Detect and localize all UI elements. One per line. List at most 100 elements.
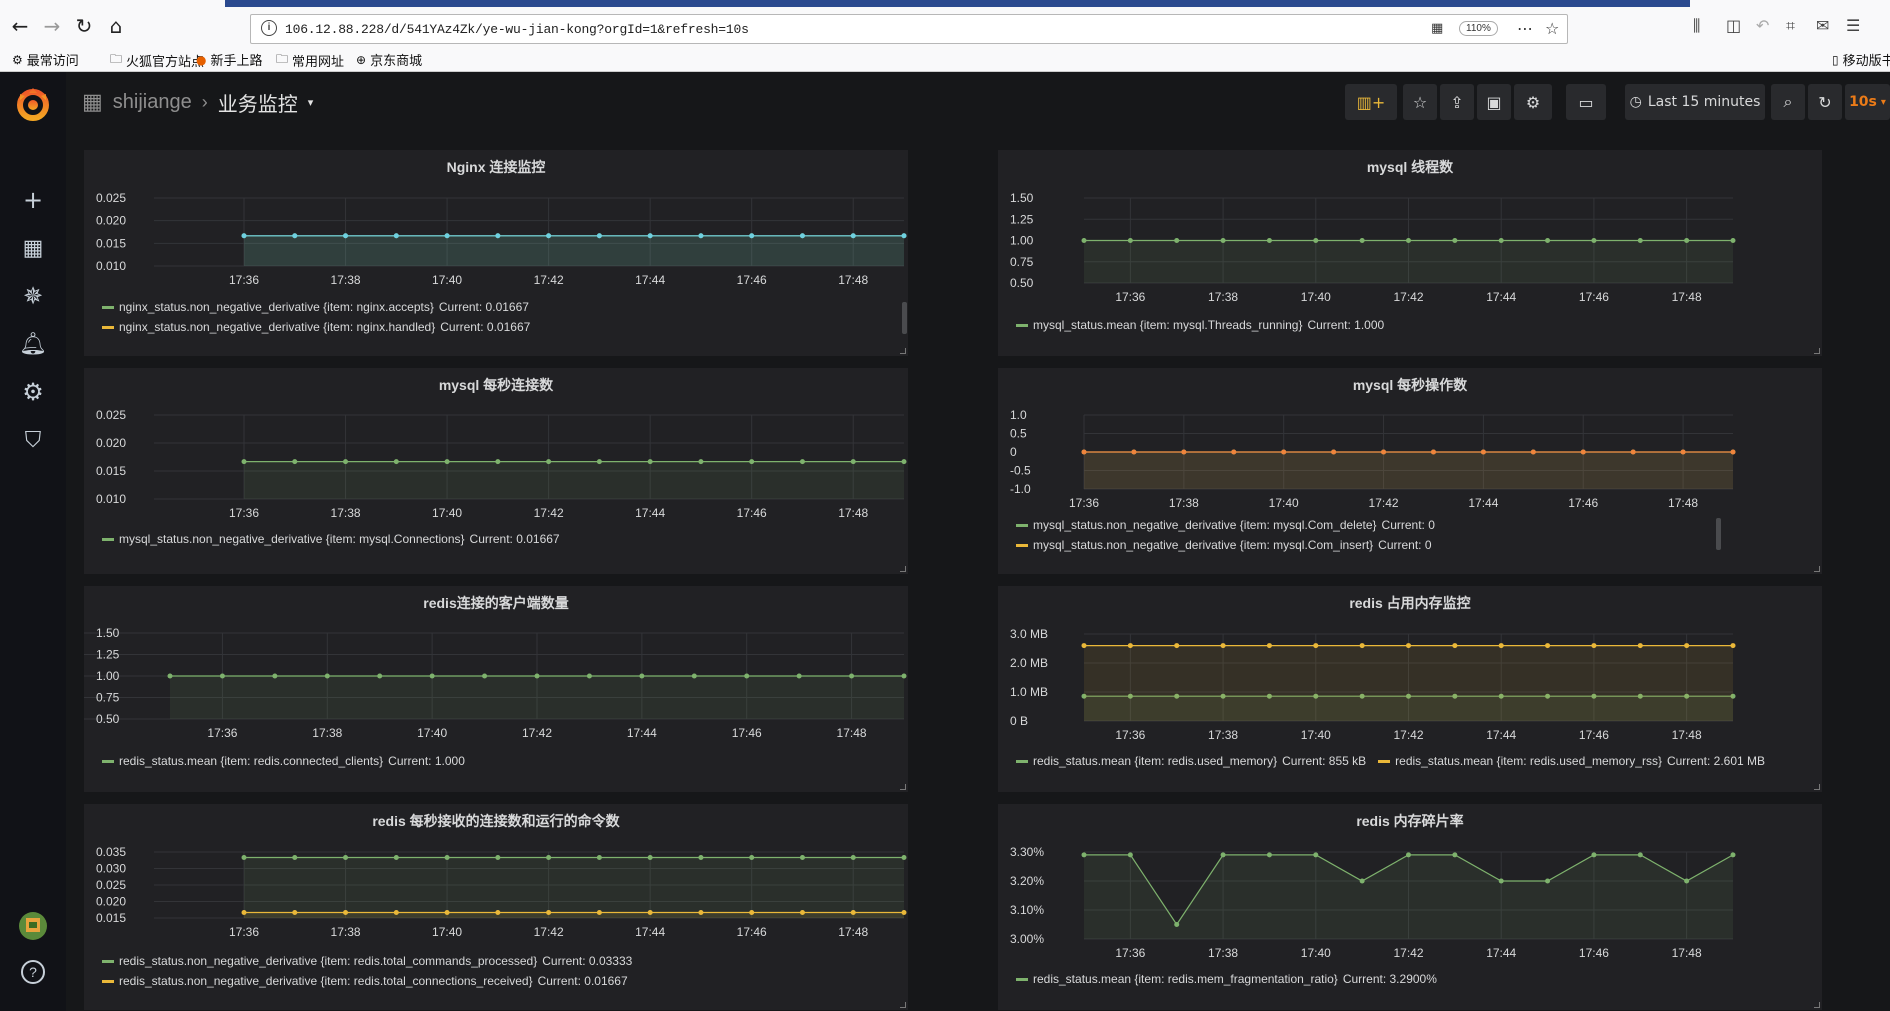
site-info-icon[interactable]: i [261, 20, 277, 36]
graph-canvas[interactable]: 3.0 MB 2.0 MB 1.0 MB 0 B 17:36 17:38 17:40 17:4… [998, 586, 1822, 792]
graph-canvas[interactable]: 3.30% 3.20% 3.10% 3.00% 17:36 17:38 17:40 17:42… [998, 804, 1822, 1010]
bookmark-most-visited[interactable]: ⚙ 最常访问 [12, 50, 79, 69]
forward-icon[interactable]: → [43, 14, 61, 38]
panel-title[interactable]: redis 每秒接收的连接数和运行的命令数 [372, 813, 620, 829]
library-icon[interactable]: ⫼ [1693, 16, 1701, 35]
home-icon[interactable]: ⌂ [109, 14, 123, 38]
legend-item[interactable]: redis_status.mean {item: redis.connected… [102, 754, 465, 768]
graph-panel[interactable]: mysql 线程数 1.50 1.25 1.00 0.75 0.50 17:36 17:38 1… [998, 150, 1822, 356]
shield-icon[interactable]: ⛉ [24, 427, 42, 453]
zoom-level-badge[interactable]: 110% [1459, 21, 1498, 36]
help-icon[interactable]: ? [21, 960, 45, 984]
legend-swatch[interactable] [102, 959, 114, 963]
panel-resize-handle[interactable] [1814, 348, 1820, 354]
gear-icon[interactable]: ⚙ [22, 378, 44, 406]
bookmark-common-sites[interactable]: 🗀 常用网址 [276, 50, 344, 71]
legend-item[interactable]: redis_status.mean {item: redis.used_memo… [1378, 754, 1765, 768]
legend-swatch[interactable] [1378, 759, 1391, 763]
graph-panel[interactable]: redis连接的客户端数量 1.50 1.25 1.00 0.75 0.50 17:36 17… [84, 586, 908, 792]
dashboard-grid-icon[interactable]: ▦ [82, 90, 103, 115]
plus-icon[interactable]: + [22, 186, 44, 214]
legend-item[interactable]: mysql_status.non_negative_derivative {it… [1016, 538, 1435, 552]
breadcrumb-folder[interactable]: shijiange [112, 91, 192, 113]
panel-resize-handle[interactable] [900, 1002, 906, 1008]
panel-title[interactable]: Nginx 连接监控 [446, 159, 546, 175]
graph-panel[interactable]: redis 每秒接收的连接数和运行的命令数 0.035 0.030 0.025 0.02… [84, 804, 908, 1010]
undo-icon[interactable]: ↶ [1756, 16, 1770, 35]
graph-panel[interactable]: Nginx 连接监控 0.025 0.020 0.015 0.010 17:36 17:38… [84, 150, 908, 356]
bookmark-star-icon[interactable]: ☆ [1545, 19, 1560, 38]
dashboards-icon[interactable]: ▦ [22, 235, 44, 261]
panel-title[interactable]: mysql 每秒操作数 [1352, 377, 1468, 393]
refresh-button[interactable]: ↻ [1808, 84, 1842, 120]
bell-icon[interactable]: 🔔︎ [19, 331, 47, 357]
legend-item[interactable]: redis_status.non_negative_derivative {it… [102, 974, 632, 988]
legend-swatch[interactable] [102, 759, 114, 763]
panel-title[interactable]: mysql 每秒连接数 [438, 377, 554, 393]
address-bar[interactable]: i 106.12.88.228/d/541YAz4Zk/ye-wu-jian-k… [250, 14, 1568, 44]
page-actions-icon[interactable]: ⋯ [1517, 19, 1533, 38]
panel-resize-handle[interactable] [900, 348, 906, 354]
panel-title[interactable]: redis 占用内存监控 [1349, 595, 1471, 611]
save-button[interactable]: ▣ [1477, 84, 1511, 120]
legend-swatch[interactable] [102, 979, 114, 983]
url-text[interactable]: 106.12.88.228/d/541YAz4Zk/ye-wu-jian-kon… [285, 22, 749, 37]
legend-item[interactable]: nginx_status.non_negative_derivative {it… [102, 300, 530, 314]
back-icon[interactable]: ← [11, 14, 29, 38]
tv-mode-button[interactable]: ▭ [1566, 84, 1606, 120]
star-button[interactable]: ☆ [1403, 84, 1437, 120]
explore-icon[interactable]: ✵ [22, 282, 44, 310]
panel-resize-handle[interactable] [900, 566, 906, 572]
legend-item[interactable]: redis_status.non_negative_derivative {it… [102, 954, 632, 968]
graph-panel[interactable]: redis 内存碎片率 3.30% 3.20% 3.10% 3.00% 17:36 17:3… [998, 804, 1822, 1010]
graph-canvas[interactable]: 1.0 0.5 0 -0.5 -1.0 17:36 17:38 17:40 17:42 17:44… [998, 368, 1822, 574]
share-button[interactable]: ⇪ [1440, 84, 1474, 120]
chevron-down-icon[interactable]: ▾ [307, 97, 314, 109]
add-panel-button[interactable]: ▥+ [1345, 84, 1397, 120]
graph-canvas[interactable]: 0.025 0.020 0.015 0.010 17:36 17:38 17:40 17:42… [84, 368, 908, 574]
legend-item[interactable]: redis_status.mean {item: redis.mem_fragm… [1016, 972, 1437, 986]
time-picker-button[interactable]: ◷ Last 15 minutes [1625, 84, 1765, 120]
dashboard-title[interactable]: 业务监控 [217, 94, 298, 116]
bookmark-mobile[interactable]: ▯ 移动版书 [1832, 50, 1890, 69]
legend-swatch[interactable] [102, 325, 114, 329]
menu-icon[interactable]: ☰ [1846, 16, 1861, 35]
legend-item[interactable]: redis_status.mean {item: redis.used_memo… [1016, 754, 1366, 768]
grafana-logo-icon[interactable] [13, 84, 53, 124]
screenshot-icon[interactable]: ⌗ [1786, 16, 1796, 35]
legend-swatch[interactable] [1016, 759, 1028, 763]
legend-swatch[interactable] [1016, 977, 1028, 981]
graph-canvas[interactable]: 0.035 0.030 0.025 0.020 0.015 17:36 17:38 17:40… [84, 804, 908, 1010]
panel-resize-handle[interactable] [1814, 784, 1820, 790]
reload-icon[interactable]: ↻ [75, 14, 93, 38]
panel-title[interactable]: mysql 线程数 [1366, 159, 1454, 175]
legend-swatch[interactable] [102, 537, 114, 541]
graph-canvas[interactable]: 1.50 1.25 1.00 0.75 0.50 17:36 17:38 17:40 17:42… [84, 586, 908, 792]
bookmark-firefox-site[interactable]: 🗀 火狐官方站点 [110, 50, 204, 71]
qr-code-icon[interactable]: ▦ [1431, 21, 1444, 36]
legend-swatch[interactable] [1016, 323, 1028, 327]
legend-swatch[interactable] [102, 305, 114, 309]
panel-title[interactable]: redis连接的客户端数量 [423, 595, 569, 611]
legend-scrollbar[interactable] [1716, 518, 1721, 550]
panel-title[interactable]: redis 内存碎片率 [1356, 813, 1464, 829]
zoom-out-button[interactable]: ⌕ [1771, 84, 1805, 120]
avatar[interactable] [19, 912, 47, 940]
sidebar-toggle-icon[interactable]: ◫ [1726, 16, 1742, 35]
panel-resize-handle[interactable] [1814, 566, 1820, 572]
graph-canvas[interactable]: 1.50 1.25 1.00 0.75 0.50 17:36 17:38 17:40 17:42… [998, 150, 1822, 356]
refresh-interval-picker[interactable]: 10s ▾ [1845, 84, 1890, 120]
legend-item[interactable]: mysql_status.non_negative_derivative {it… [102, 532, 560, 546]
graph-panel[interactable]: mysql 每秒操作数 1.0 0.5 0 -0.5 -1.0 17:36 17:38 17:4… [998, 368, 1822, 574]
legend-swatch[interactable] [1016, 523, 1028, 527]
legend-swatch[interactable] [1016, 543, 1028, 547]
legend-item[interactable]: nginx_status.non_negative_derivative {it… [102, 320, 530, 334]
bookmark-jd[interactable]: ⊕ 京东商城 [356, 50, 422, 69]
graph-panel[interactable]: redis 占用内存监控 3.0 MB 2.0 MB 1.0 MB 0 B 17:36 17… [998, 586, 1822, 792]
chat-icon[interactable]: ✉ [1816, 16, 1830, 35]
legend-item[interactable]: mysql_status.non_negative_derivative {it… [1016, 518, 1435, 532]
panel-resize-handle[interactable] [900, 784, 906, 790]
legend-scrollbar[interactable] [902, 302, 907, 334]
legend-item[interactable]: mysql_status.mean {item: mysql.Threads_r… [1016, 318, 1384, 332]
bookmark-getting-started[interactable]: ● 新手上路 [196, 50, 263, 69]
